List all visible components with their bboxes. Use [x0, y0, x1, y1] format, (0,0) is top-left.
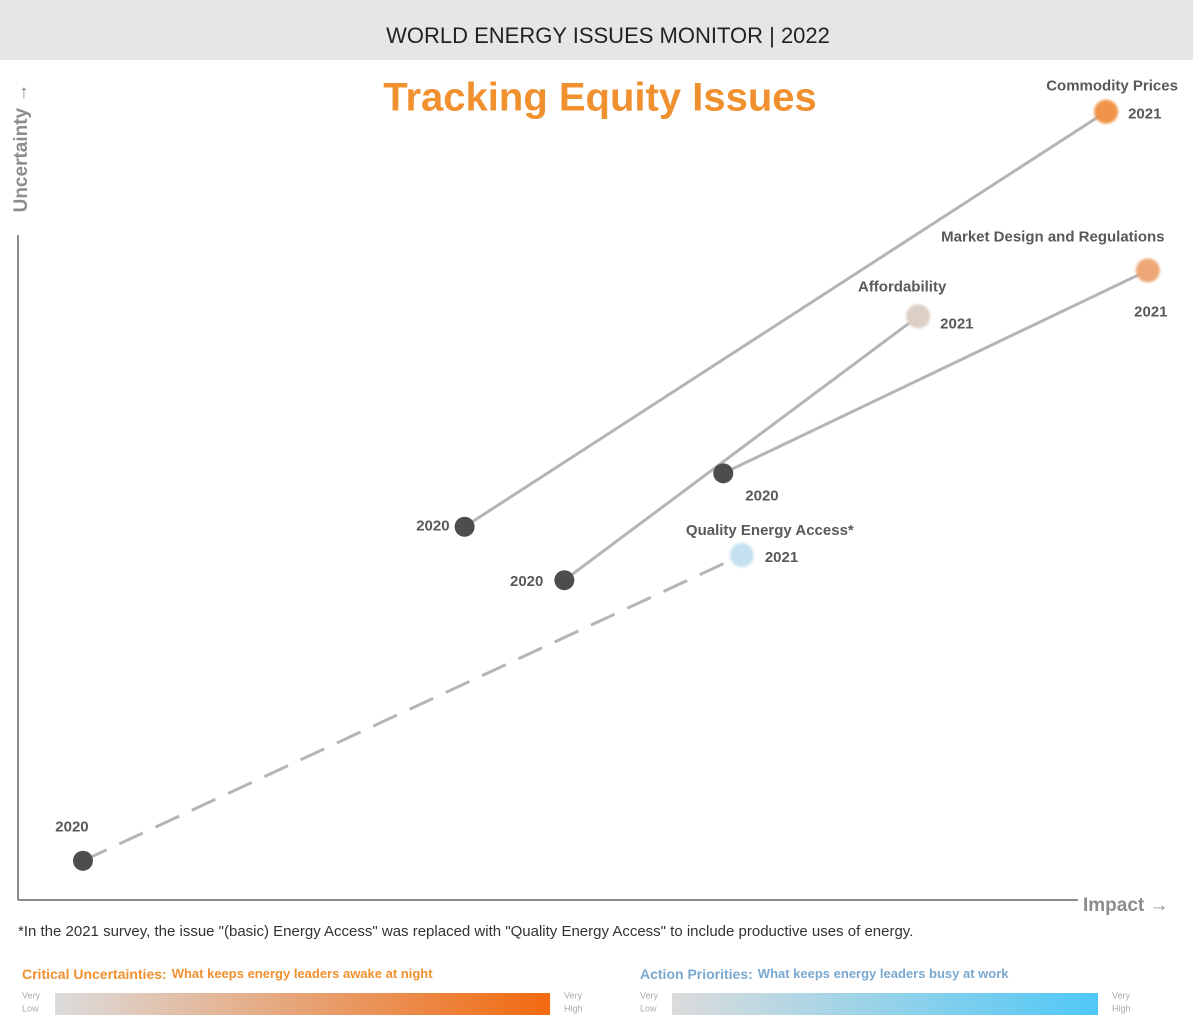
trajectory-line — [82, 553, 743, 863]
point — [729, 543, 754, 568]
legend-low: Very — [640, 990, 659, 1000]
chart-title: Tracking Equity Issues — [383, 76, 817, 120]
legend-low: Low — [640, 1003, 657, 1013]
point-label: 2020 — [510, 573, 543, 590]
legend-title-text: Action Priorities: — [640, 966, 753, 982]
series-name: Commodity Prices — [1046, 78, 1178, 95]
header: WORLD ENERGY ISSUES MONITOR | 2022 — [386, 23, 830, 48]
header-bar — [0, 0, 1193, 60]
legend-title: Action Priorities: What keeps energy lead… — [640, 966, 1009, 982]
legend-low: Very — [22, 990, 41, 1000]
legend-gradient — [672, 993, 1098, 1015]
point-label: 2020 — [55, 819, 88, 836]
point-label: 2021 — [940, 315, 973, 332]
point — [713, 463, 734, 484]
y-axis-label: Uncertainty → — [11, 84, 32, 213]
x-axis-label: Impact → — [1083, 895, 1169, 916]
series-name: Quality Energy Access* — [686, 522, 854, 539]
point-label: 2020 — [416, 518, 449, 535]
legend-high: Very — [1112, 990, 1131, 1000]
legend-title-text: Critical Uncertainties: — [22, 966, 167, 982]
legend-high: High — [1112, 1003, 1131, 1013]
point — [1094, 99, 1119, 124]
point — [72, 850, 93, 871]
legend-subtitle: What keeps energy leaders busy at work — [758, 966, 1009, 981]
point — [454, 516, 475, 537]
point-label: 2020 — [745, 487, 778, 504]
point-label: 2021 — [1128, 106, 1161, 123]
legend-high: Very — [564, 990, 583, 1000]
point — [906, 304, 931, 329]
point — [1135, 258, 1160, 283]
legend-low: Low — [22, 1003, 39, 1013]
legend: Critical Uncertainties: What keeps energy… — [22, 966, 1131, 1015]
legend-subtitle: What keeps energy leaders awake at night — [172, 966, 433, 981]
point-label: 2021 — [1134, 303, 1167, 320]
trajectory-line — [463, 110, 1107, 529]
point — [554, 570, 575, 591]
footnote: *In the 2021 survey, the issue "(basic) … — [18, 923, 913, 940]
trajectory-line — [563, 315, 920, 582]
legend-title: Critical Uncertainties: What keeps energy… — [22, 966, 433, 982]
series-name: Market Design and Regulations — [941, 228, 1164, 245]
point-label: 2021 — [765, 549, 798, 566]
trajectory-line — [722, 269, 1149, 475]
series-name: Affordability — [858, 278, 947, 295]
legend-high: High — [564, 1003, 583, 1013]
legend-gradient — [55, 993, 550, 1015]
